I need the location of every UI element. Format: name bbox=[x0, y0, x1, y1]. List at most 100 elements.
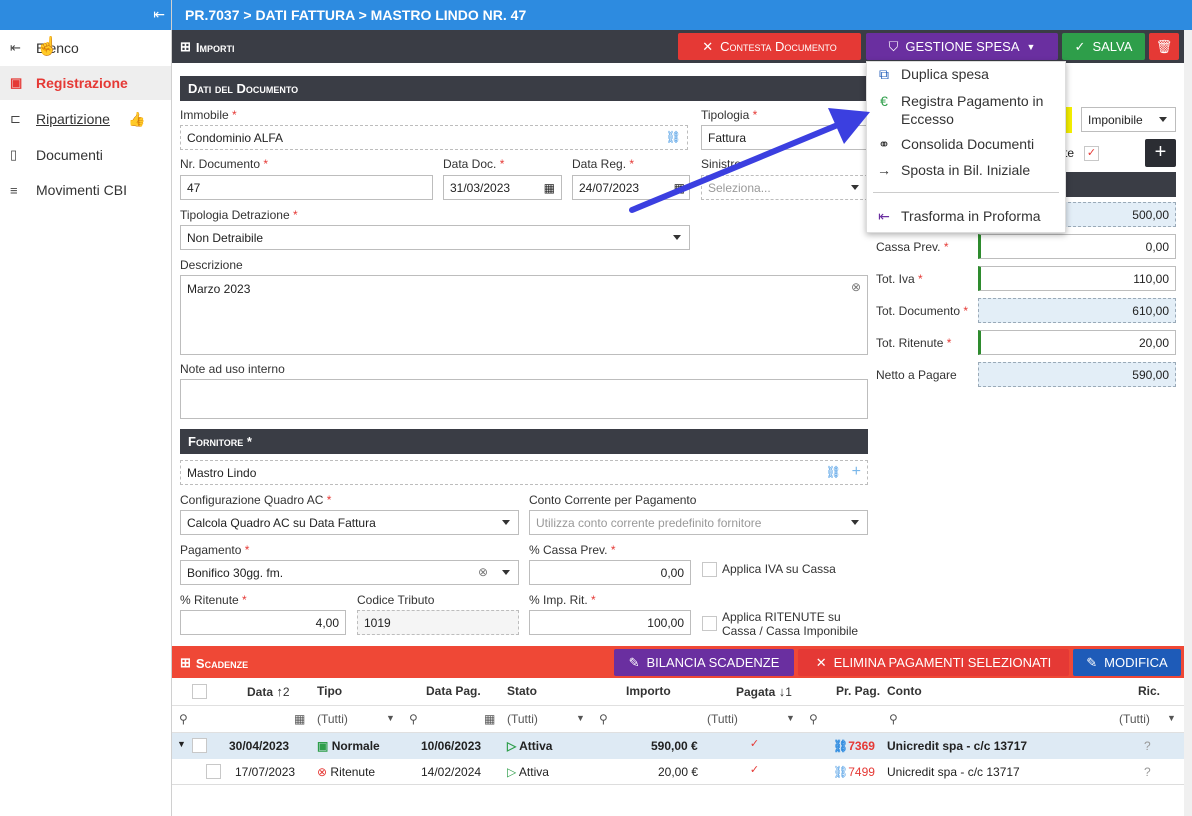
menu-item-registra-pagamento[interactable]: € Registra Pagamento in Eccesso bbox=[867, 92, 1065, 128]
search-icon[interactable]: ⚲ bbox=[409, 712, 418, 726]
table-row[interactable] bbox=[172, 733, 1184, 759]
annotation-arrow bbox=[629, 108, 870, 213]
immobile-field[interactable]: Condominio ALFA ⛓ bbox=[180, 125, 688, 150]
row-checkbox[interactable] bbox=[192, 738, 207, 753]
sidebar-item-movimenti-cbi[interactable]: ≡ Movimenti CBI bbox=[0, 173, 171, 207]
col-ric[interactable]: Ric. bbox=[1138, 684, 1161, 698]
dati-documento-header: Dati del Documento bbox=[180, 76, 868, 101]
scrollbar[interactable] bbox=[1184, 30, 1192, 816]
pagamento-select[interactable]: Bonifico 30gg. fm. ⊗ bbox=[180, 560, 519, 585]
calendar-icon[interactable]: ▦ bbox=[294, 712, 306, 726]
col-data[interactable]: Data ↑2 bbox=[247, 684, 290, 699]
col-stato[interactable]: Stato bbox=[507, 684, 537, 698]
chevron-down-icon[interactable]: ▼ bbox=[386, 713, 395, 723]
plus-icon[interactable]: + bbox=[851, 463, 861, 480]
tot-ritenute-input[interactable]: 20,00 bbox=[978, 330, 1176, 355]
collapse-icon[interactable]: ▼ bbox=[177, 739, 186, 749]
euro-icon: € bbox=[880, 93, 888, 109]
data-reg-label: Data Reg. * bbox=[572, 157, 635, 171]
bilancia-scadenze-button[interactable]: ✎ BILANCIA SCADENZE bbox=[614, 649, 794, 676]
link-icon[interactable]: ⛓ bbox=[665, 130, 681, 144]
search-icon[interactable]: ⚲ bbox=[889, 712, 898, 726]
conto-corrente-select[interactable]: Utilizza conto corrente predefinito forn… bbox=[529, 510, 868, 535]
row-pr-pag[interactable]: ⛓7499 bbox=[833, 765, 875, 779]
search-icon[interactable]: ⚲ bbox=[599, 712, 608, 726]
row-checkbox[interactable] bbox=[206, 764, 221, 779]
add-button[interactable]: + bbox=[1145, 139, 1176, 167]
gestione-spesa-button[interactable]: ⛉ GESTIONE SPESA ▼ bbox=[866, 33, 1058, 60]
sidebar-item-label: Registrazione bbox=[36, 75, 128, 91]
link-icon[interactable]: ⛓ bbox=[825, 465, 841, 479]
data-doc-input[interactable]: 31/03/2023 ▦ bbox=[443, 175, 562, 200]
modifica-button[interactable]: ✎ MODIFICA bbox=[1073, 649, 1181, 676]
sinistro-select[interactable]: Seleziona... bbox=[701, 175, 868, 200]
tipologia-detrazione-select[interactable]: Non Detraibile bbox=[180, 225, 690, 250]
play-icon: ▷ bbox=[507, 765, 517, 779]
sidebar-item-registrazione[interactable]: ▣ Registrazione bbox=[0, 66, 171, 100]
sidebar-item-elenco[interactable]: ⇤ Elenco bbox=[0, 31, 171, 65]
col-pr-pag[interactable]: Pr. Pag. bbox=[836, 684, 881, 698]
sidebar-item-documenti[interactable]: ▯ Documenti bbox=[0, 138, 171, 172]
codice-tributo-input[interactable]: 1019 bbox=[357, 610, 519, 635]
checked-checkbox[interactable]: ✓ bbox=[1084, 146, 1099, 161]
row-conto: Unicredit spa - c/c 13717 bbox=[887, 765, 1020, 779]
row-conto: Unicredit spa - c/c 13717 bbox=[887, 739, 1028, 753]
col-data-pag[interactable]: Data Pag. bbox=[426, 684, 481, 698]
chevron-down-icon[interactable]: ▼ bbox=[1167, 713, 1176, 723]
pagata-check[interactable]: ✓ bbox=[749, 738, 760, 750]
col-pagata[interactable]: Pagata ↓1 bbox=[736, 684, 792, 699]
chevron-down-icon[interactable]: ▼ bbox=[576, 713, 585, 723]
delete-button[interactable]: 🗑 bbox=[1149, 33, 1179, 60]
cassa-prev-pct-label: % Cassa Prev. * bbox=[529, 543, 616, 557]
imponibile-select[interactable]: Imponibile bbox=[1081, 107, 1176, 132]
clear-icon[interactable]: ⊗ bbox=[850, 280, 861, 294]
select-all-checkbox[interactable] bbox=[192, 684, 207, 699]
cassa-prev-input[interactable]: 0,00 bbox=[978, 234, 1176, 259]
menu-item-sposta[interactable]: → Sposta in Bil. Iniziale bbox=[867, 162, 1065, 184]
contesta-documento-button[interactable]: ✕ Contesta Documento bbox=[678, 33, 861, 60]
row-tipo: ▣ Normale bbox=[317, 739, 380, 753]
cassa-prev-label: Cassa Prev. * bbox=[876, 240, 949, 254]
tipo-filter[interactable]: (Tutti) bbox=[317, 712, 348, 726]
menu-item-consolida[interactable]: ⚭ Consolida Documenti bbox=[867, 136, 1065, 158]
search-icon[interactable]: ⚲ bbox=[179, 712, 188, 726]
elimina-pagamenti-button[interactable]: ✕ ELIMINA PAGAMENTI SELEZIONATI bbox=[798, 649, 1069, 676]
col-conto[interactable]: Conto bbox=[887, 684, 922, 698]
row-pr-pag[interactable]: ⛓7369 bbox=[833, 739, 875, 753]
list-icon: ≡ bbox=[10, 182, 18, 198]
stato-filter[interactable]: (Tutti) bbox=[507, 712, 538, 726]
tot-iva-input[interactable]: 110,00 bbox=[978, 266, 1176, 291]
ric-filter[interactable]: (Tutti) bbox=[1119, 712, 1150, 726]
imp-rit-input[interactable]: 100,00 bbox=[529, 610, 691, 635]
fornitore-field[interactable]: Mastro Lindo ⛓ + bbox=[180, 460, 868, 485]
cassa-prev-pct-input[interactable]: 0,00 bbox=[529, 560, 691, 585]
applica-iva-checkbox[interactable] bbox=[702, 562, 717, 577]
collapse-sidebar-icon[interactable]: ⇤ bbox=[153, 6, 165, 22]
chevron-down-icon[interactable]: ▼ bbox=[786, 713, 795, 723]
col-importo[interactable]: Importo bbox=[626, 684, 671, 698]
nr-documento-input[interactable]: 47 bbox=[180, 175, 433, 200]
chevron-down-icon: ▼ bbox=[1026, 41, 1036, 52]
netto-pagare-label: Netto a Pagare bbox=[876, 368, 957, 382]
table-row[interactable] bbox=[172, 759, 1184, 785]
quadro-ac-select[interactable]: Calcola Quadro AC su Data Fattura bbox=[180, 510, 519, 535]
calendar-icon[interactable]: ▦ bbox=[484, 712, 496, 726]
pagata-filter[interactable]: (Tutti) bbox=[707, 712, 738, 726]
ritenute-pct-input[interactable]: 4,00 bbox=[180, 610, 346, 635]
pagata-check[interactable]: ✓ bbox=[749, 764, 760, 776]
descrizione-textarea[interactable]: Marzo 2023 ⊗ bbox=[180, 275, 868, 355]
col-tipo[interactable]: Tipo bbox=[317, 684, 343, 698]
menu-item-duplica[interactable]: ⧉ Duplica spesa bbox=[867, 66, 1065, 88]
table-icon: ⊞ bbox=[180, 39, 191, 54]
applica-ritenute-checkbox[interactable] bbox=[702, 616, 717, 631]
arrow-right-icon: → bbox=[877, 162, 891, 178]
search-icon[interactable]: ⚲ bbox=[809, 712, 818, 726]
clear-icon[interactable]: ⊗ bbox=[477, 565, 488, 579]
note-textarea[interactable] bbox=[180, 379, 868, 419]
sidebar-item-ripartizione[interactable]: ⊏ Ripartizione 👍 bbox=[0, 102, 171, 136]
salva-button[interactable]: ✓ SALVA bbox=[1062, 33, 1145, 60]
calendar-icon[interactable]: ▦ bbox=[543, 181, 555, 195]
id-card-icon: ▣ bbox=[10, 75, 23, 90]
pencil-icon: ✎ bbox=[628, 654, 640, 670]
menu-item-trasforma[interactable]: ⇤ Trasforma in Proforma bbox=[867, 208, 1065, 230]
